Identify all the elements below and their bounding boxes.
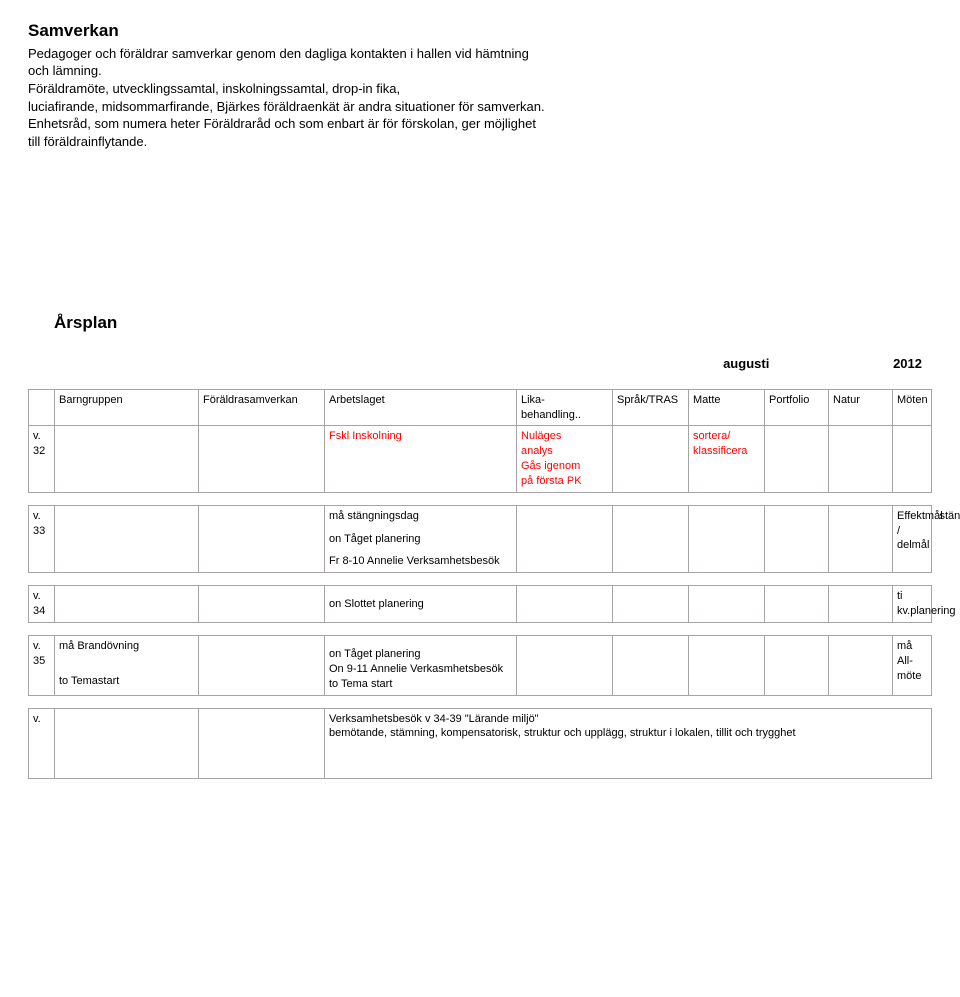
cell <box>893 426 932 492</box>
cell-al-line: on Tåget planering <box>329 532 512 547</box>
col-foraldrasam: Föräldrasamverkan <box>199 389 325 426</box>
period-year: 2012 <box>893 355 922 373</box>
cell <box>765 586 829 623</box>
intro-line: och lämning. <box>28 62 932 80</box>
period-month: augusti <box>723 355 893 373</box>
cell-likabehandling: Nuläges analys Gås igenom på första PK <box>517 426 613 492</box>
cell <box>829 586 893 623</box>
plan-table-w34: v. 34 on Slottet planering ti kv.planeri… <box>28 585 932 623</box>
cell <box>613 635 689 695</box>
cell <box>199 708 325 778</box>
cell-bg-line: to Temastart <box>59 674 194 689</box>
cell-al-line: On 9-11 Annelie Verkasmhetsbesök <box>329 662 512 677</box>
cell <box>765 505 829 573</box>
plan-table-w32: Barngruppen Föräldrasamverkan Arbetslage… <box>28 389 932 493</box>
cell <box>55 586 199 623</box>
cell <box>829 426 893 492</box>
col-barngruppen: Barngruppen <box>55 389 199 426</box>
period-row: augusti 2012 <box>28 355 932 373</box>
intro-line: till föräldrainflytande. <box>28 133 932 151</box>
cell-week: v. 35 <box>29 635 55 695</box>
cell <box>689 505 765 573</box>
cell-al-line: to Tema start <box>329 677 512 692</box>
cell <box>199 505 325 573</box>
intro-line: Föräldramöte, utvecklingssamtal, inskoln… <box>28 80 932 98</box>
cell-moten: ti kv.planering <box>893 586 932 623</box>
table-header-row: Barngruppen Föräldrasamverkan Arbetslage… <box>29 389 932 426</box>
cell <box>689 586 765 623</box>
plan-table-w33: v. 33 må stängningsdag on Tåget planerin… <box>28 505 932 574</box>
cell <box>199 426 325 492</box>
cell-mo-line: Effektmål / <box>897 510 943 537</box>
cell <box>55 708 199 778</box>
cell <box>613 505 689 573</box>
cell-arbetslaget: må stängningsdag on Tåget planering Fr 8… <box>325 505 517 573</box>
cell-al-line: on Slottet planering <box>329 597 512 612</box>
cell-moten: Effektmål / delmål stängningsdag <box>893 505 932 573</box>
col-moten: Möten <box>893 389 932 426</box>
table-row: v. 33 må stängningsdag on Tåget planerin… <box>29 505 932 573</box>
cell <box>689 635 765 695</box>
cell-al-line: on Tåget planering <box>329 647 512 662</box>
cell <box>517 635 613 695</box>
heading-samverkan: Samverkan <box>28 20 932 43</box>
cell-arbetslaget: Verksamhetsbesök v 34-39 "Lärande miljö"… <box>325 708 932 778</box>
cell-lb-text: Nuläges analys Gås igenom på första PK <box>521 430 582 487</box>
col-natur: Natur <box>829 389 893 426</box>
plan-table-footer: v. Verksamhetsbesök v 34-39 "Lärande mil… <box>28 708 932 779</box>
table-row: v. 32 Fskl Inskolning Nuläges analys Gås… <box>29 426 932 492</box>
cell-arbetslaget: Fskl Inskolning <box>325 426 517 492</box>
cell <box>613 586 689 623</box>
cell-al-line: bemötande, stämning, kompensatorisk, str… <box>329 727 796 739</box>
col-likabehand-text: Lika- behandling.. <box>521 394 581 421</box>
cell <box>55 426 199 492</box>
intro-line: luciafirande, midsommarfirande, Bjärkes … <box>28 98 932 116</box>
cell-mo-line: delmål <box>897 539 929 551</box>
cell-matte: sortera/ klassificera <box>689 426 765 492</box>
cell <box>765 635 829 695</box>
cell <box>829 505 893 573</box>
cell-bg-line: må Brandövning <box>59 640 139 652</box>
col-sprak: Språk/TRAS <box>613 389 689 426</box>
col-portfolio: Portfolio <box>765 389 829 426</box>
cell-week: v. 32 <box>29 426 55 492</box>
cell-mt-text: sortera/ klassificera <box>693 430 747 457</box>
col-week <box>29 389 55 426</box>
cell <box>517 505 613 573</box>
cell-mo-extra: stängningsdag <box>939 509 960 524</box>
plan-table-w35: v. 35 må Brandövning to Temastart on Tåg… <box>28 635 932 696</box>
cell <box>55 505 199 573</box>
col-matte: Matte <box>689 389 765 426</box>
intro-line: Pedagoger och föräldrar samverkar genom … <box>28 45 932 63</box>
intro-paragraph: Pedagoger och föräldrar samverkar genom … <box>28 45 932 150</box>
cell-arbetslaget: on Slottet planering <box>325 586 517 623</box>
cell <box>517 586 613 623</box>
cell-moten: må All-möte <box>893 635 932 695</box>
table-row: v. Verksamhetsbesök v 34-39 "Lärande mil… <box>29 708 932 778</box>
cell-al-line: må stängningsdag <box>329 510 419 522</box>
cell <box>199 586 325 623</box>
cell-week: v. 33 <box>29 505 55 573</box>
cell-arbetslaget: on Tåget planering On 9-11 Annelie Verka… <box>325 635 517 695</box>
col-arbetslaget: Arbetslaget <box>325 389 517 426</box>
cell <box>765 426 829 492</box>
intro-line: Enhetsråd, som numera heter Föräldraråd … <box>28 115 932 133</box>
cell-week: v. 34 <box>29 586 55 623</box>
cell-barngruppen: må Brandövning to Temastart <box>55 635 199 695</box>
table-row: v. 34 on Slottet planering ti kv.planeri… <box>29 586 932 623</box>
cell-al-line: Fr 8-10 Annelie Verksamhetsbesök <box>329 554 512 569</box>
table-row: v. 35 må Brandövning to Temastart on Tåg… <box>29 635 932 695</box>
heading-arsplan: Årsplan <box>54 312 932 335</box>
cell <box>829 635 893 695</box>
cell <box>613 426 689 492</box>
cell-week: v. <box>29 708 55 778</box>
col-likabehand: Lika- behandling.. <box>517 389 613 426</box>
cell <box>199 635 325 695</box>
cell-al-line: Verksamhetsbesök v 34-39 "Lärande miljö" <box>329 713 539 725</box>
